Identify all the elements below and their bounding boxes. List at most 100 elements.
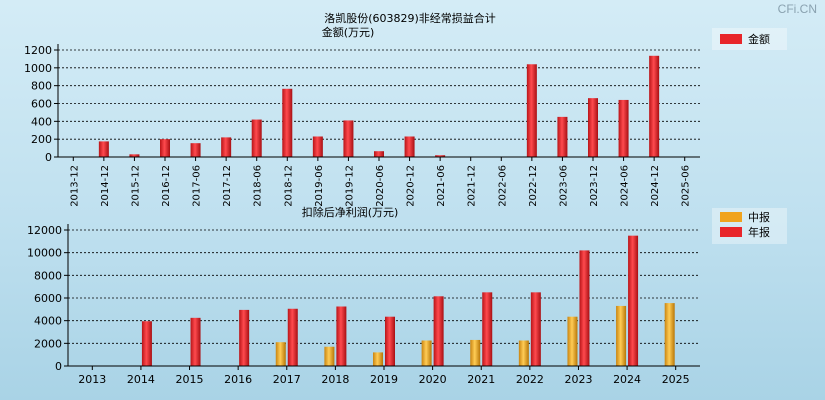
- bar-中报-2018: [324, 346, 335, 366]
- bar-年报-2020: [433, 296, 444, 366]
- x-tick-label: 2017-12: [222, 165, 233, 207]
- bar-金额-2023-06: [557, 116, 568, 157]
- x-tick-label: 2020: [419, 373, 447, 386]
- x-tick-label: 2020-12: [406, 165, 417, 207]
- x-tick-label: 2013: [78, 373, 106, 386]
- bar-中报-2022: [518, 340, 529, 366]
- bar-金额-2021-06: [435, 155, 446, 157]
- legend-label-annual: 年报: [748, 225, 770, 239]
- bar-金额-2019-06: [312, 136, 323, 157]
- bar-年报-2022: [530, 292, 541, 366]
- bar-年报-2021: [482, 292, 493, 366]
- chart2-bars: [141, 235, 675, 366]
- legend-label-amount: 金额: [748, 32, 770, 46]
- bar-中报-2017: [275, 342, 286, 366]
- x-tick-label: 2016: [224, 373, 252, 386]
- legend-swatch-interim: [720, 212, 742, 222]
- bar-年报-2014: [141, 321, 152, 366]
- y-tick-label: 10000: [27, 247, 62, 260]
- x-tick-label: 2016-12: [161, 165, 172, 207]
- x-tick-label: 2019-06: [314, 165, 325, 207]
- bar-金额-2017-12: [221, 137, 232, 157]
- x-tick-label: 2019: [370, 373, 398, 386]
- x-tick-label: 2018-06: [253, 165, 264, 207]
- legend-swatch-amount: [720, 34, 742, 44]
- bar-年报-2023: [579, 250, 590, 366]
- bar-中报-2021: [470, 339, 481, 366]
- x-tick-label: 2018: [321, 373, 349, 386]
- bar-金额-2018-06: [251, 119, 262, 157]
- bar-金额-2014-12: [98, 141, 109, 157]
- x-tick-label: 2018-12: [283, 165, 294, 207]
- x-tick-label: 2021-06: [436, 165, 447, 207]
- x-tick-label: 2013-12: [69, 165, 80, 207]
- bar-中报-2020: [421, 340, 432, 366]
- bar-年报-2024: [628, 235, 639, 366]
- x-tick-label: 2021: [467, 373, 495, 386]
- x-tick-label: 2024: [613, 373, 641, 386]
- bar-中报-2025: [664, 303, 675, 366]
- y-tick-label: 600: [31, 98, 52, 111]
- bar-中报-2024: [616, 305, 627, 366]
- x-tick-label: 2025: [662, 373, 690, 386]
- y-tick-label: 8000: [34, 269, 62, 282]
- bar-年报-2019: [385, 316, 395, 366]
- x-tick-label: 2023-12: [589, 165, 600, 207]
- bar-中报-2019: [373, 352, 383, 366]
- x-tick-label: 2021-12: [467, 165, 478, 207]
- y-tick-label: 1200: [24, 44, 52, 57]
- chart2-axes: 0 2000 4000 6000 8000 10000 12000 2013 2014 2015 2…: [27, 224, 700, 386]
- nonrecurring-chart: 洛凯股份(603829)非经常损益合计 金额(万元) 0 200 400 600 800…: [24, 11, 787, 207]
- bar-金额-2020-12: [404, 136, 415, 157]
- bar-中报-2023: [567, 316, 578, 366]
- y-tick-label: 2000: [34, 337, 62, 350]
- bar-金额-2016-12: [160, 139, 170, 157]
- chart2-grid: [68, 229, 700, 344]
- x-tick-label: 2024-12: [650, 165, 661, 207]
- bar-金额-2024-12: [649, 55, 660, 157]
- x-tick-label: 2020-06: [375, 165, 386, 207]
- y-tick-label: 0: [55, 360, 62, 373]
- y-tick-label: 4000: [34, 315, 62, 328]
- chart1-title: 洛凯股份(603829)非经常损益合计: [324, 11, 496, 25]
- y-tick-label: 12000: [27, 224, 62, 237]
- x-tick-label: 2022-06: [497, 165, 508, 207]
- bar-年报-2018: [336, 306, 347, 366]
- legend-swatch-annual: [720, 227, 742, 237]
- chart2-title: 扣除后净利润(万元): [302, 205, 399, 219]
- net-profit-chart: 扣除后净利润(万元) 0 2000 4000 6000 8000 10000 12000 20…: [27, 205, 787, 386]
- bar-金额-2020-06: [374, 151, 384, 157]
- x-tick-label: 2024-06: [620, 165, 631, 207]
- y-tick-label: 200: [31, 133, 52, 146]
- x-tick-label: 2014-12: [100, 165, 111, 207]
- y-tick-label: 800: [31, 80, 52, 93]
- y-tick-label: 6000: [34, 292, 62, 305]
- x-tick-label: 2015: [176, 373, 204, 386]
- bar-金额-2023-12: [588, 98, 598, 157]
- bar-金额-2024-06: [618, 99, 629, 157]
- y-tick-label: 0: [45, 151, 52, 164]
- bar-金额-2015-12: [129, 154, 140, 157]
- bar-金额-2019-12: [343, 120, 354, 157]
- bar-年报-2016: [239, 309, 250, 366]
- watermark-logo: CFi.CN: [777, 2, 817, 16]
- x-tick-label: 2022-12: [528, 165, 539, 207]
- x-tick-label: 2019-12: [344, 165, 355, 207]
- chart1-bars: [98, 55, 660, 157]
- x-tick-label: 2017-06: [192, 165, 203, 207]
- bar-金额-2018-12: [282, 88, 293, 157]
- bar-年报-2015: [190, 317, 201, 366]
- chart1-subtitle: 金额(万元): [322, 25, 375, 39]
- x-tick-label: 2023: [564, 373, 592, 386]
- x-tick-label: 2015-12: [130, 165, 141, 207]
- x-tick-label: 2017: [273, 373, 301, 386]
- legend-label-interim: 中报: [748, 210, 770, 224]
- bar-年报-2017: [287, 308, 298, 366]
- chart1-grid: [58, 49, 700, 140]
- chart1-axes: 0 200 400 600 800 1000 1200 2013-12 2014-12 2015-…: [24, 44, 700, 207]
- x-tick-label: 2025-06: [681, 165, 692, 207]
- bar-金额-2022-12: [526, 64, 537, 157]
- y-tick-label: 400: [31, 115, 52, 128]
- x-tick-label: 2014: [127, 373, 155, 386]
